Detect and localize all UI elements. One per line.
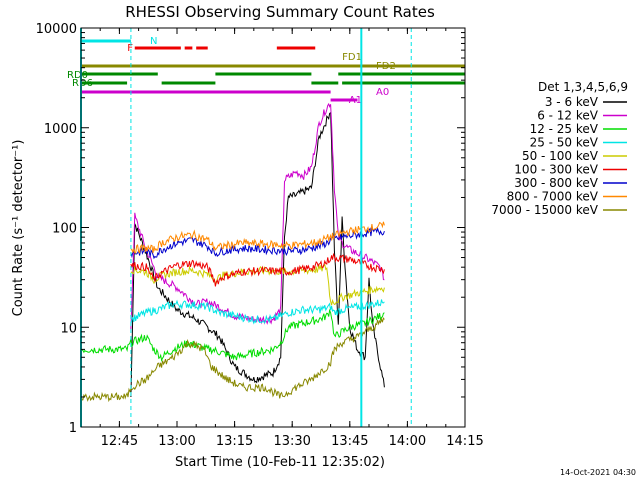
status-bar-label: RD6 (72, 78, 93, 89)
series-line (130, 263, 385, 306)
series-line (80, 308, 385, 362)
series-line (130, 221, 385, 254)
x-axis-label: Start Time (10-Feb-11 12:35:02) (175, 455, 385, 470)
timestamp: 14-Oct-2021 04:30 (560, 468, 636, 477)
series-lines (80, 102, 385, 403)
series-line (130, 252, 385, 287)
y-tick-label: 1000 (44, 122, 77, 137)
legend-label: 6 - 12 keV (537, 109, 599, 123)
status-bar-label: N (150, 36, 157, 47)
legend-label: 12 - 25 keV (530, 122, 599, 136)
series-line (80, 316, 385, 403)
x-tick-label: 13:00 (158, 434, 195, 449)
x-axis: 12:45 13:00 13:15 13:30 13:45 14:00 14:15 (80, 28, 484, 449)
x-tick-label: 12:45 (101, 434, 138, 449)
x-tick-label: 14:00 (389, 434, 426, 449)
y-tick-label: 10 (60, 321, 77, 336)
x-tick-label: 13:45 (331, 434, 368, 449)
status-bar-label: FD1 (342, 52, 362, 63)
y-axis-label: Count Rate (s⁻¹ detector⁻¹) (11, 140, 26, 317)
legend-label: 100 - 300 keV (514, 163, 598, 177)
y-tick-label: 1 (69, 421, 77, 436)
chart-title: RHESSI Observing Summary Count Rates (125, 3, 435, 21)
y-tick-label: 10000 (36, 22, 77, 37)
legend-label: 7000 - 15000 keV (491, 203, 598, 217)
legend-title: Det 1,3,4,5,6,9 (538, 80, 628, 94)
status-bar-label: F (127, 43, 133, 54)
x-tick-label: 13:30 (273, 434, 310, 449)
legend-label: 800 - 7000 keV (507, 190, 599, 204)
legend-label: 25 - 50 keV (530, 136, 599, 150)
legend-label: 50 - 100 keV (522, 149, 599, 163)
status-bar-label: FD2 (376, 61, 396, 72)
y-tick-label: 100 (52, 222, 77, 237)
y-axis: 1 10 100 1000 10000 (36, 22, 465, 436)
status-bar-label: RD0 (67, 70, 88, 81)
legend-label: 300 - 800 keV (514, 176, 598, 190)
x-tick-label: 14:15 (446, 434, 483, 449)
x-tick-label: 13:15 (216, 434, 253, 449)
series-line (130, 299, 385, 325)
status-bars: NFFD1FD2RD0RD6A1A0 (67, 36, 465, 106)
legend-label: 3 - 6 keV (545, 95, 599, 109)
status-bar-label: A0 (376, 87, 389, 98)
